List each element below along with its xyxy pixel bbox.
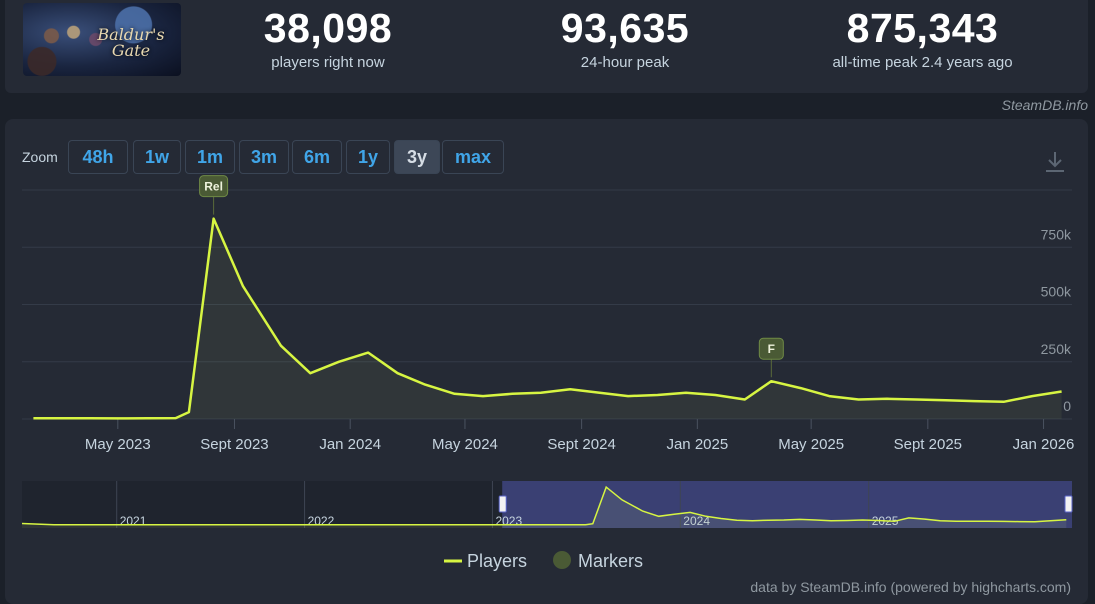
y-tick-label: 750k — [1041, 226, 1072, 242]
stat-current-players: 38,098 players right now — [233, 6, 423, 71]
zoom-1w-button[interactable]: 1w — [133, 140, 181, 174]
x-tick-label: Jan 2026 — [1013, 436, 1075, 453]
chart-legend: Players Markers — [444, 551, 643, 571]
current-players-value: 38,098 — [263, 5, 393, 51]
legend-players-label[interactable]: Players — [467, 551, 527, 571]
x-tick-label: Jan 2025 — [666, 436, 728, 453]
legend-markers-symbol — [553, 551, 571, 569]
x-tick-label: Sept 2023 — [200, 436, 268, 453]
navigator-year-label: 2024 — [683, 514, 710, 528]
all-time-peak-label: all-time peak 2.4 years ago — [832, 54, 1013, 71]
navigator-right-handle[interactable] — [1064, 495, 1073, 513]
all-time-peak-value: 875,343 — [846, 5, 999, 51]
y-tick-label: 250k — [1041, 341, 1072, 357]
stat-24h-peak: 93,635 24-hour peak — [520, 6, 730, 71]
marker-flag-rel[interactable] — [199, 175, 229, 198]
zoom-6m-button[interactable]: 6m — [292, 140, 342, 174]
x-tick-label: Sept 2025 — [894, 436, 962, 453]
zoom-max-button[interactable]: max — [442, 140, 504, 174]
steamdb-attribution[interactable]: SteamDB.info — [1001, 97, 1088, 113]
navigator-area — [22, 487, 1067, 528]
current-players-label: players right now — [271, 54, 385, 71]
zoom-1y-button[interactable]: 1y — [346, 140, 390, 174]
marker-label: Rel — [204, 180, 223, 194]
chart-markers: Rel F — [199, 175, 784, 378]
stats-panel: Baldur's Gate 38,098 players right now 9… — [5, 0, 1088, 93]
y-axis-labels: 750k 500k 250k 0 — [1041, 226, 1072, 414]
y-tick-label: 0 — [1063, 398, 1071, 414]
y-tick-label: 500k — [1041, 284, 1072, 300]
stat-all-time-peak: 875,343 all-time peak 2.4 years ago — [790, 6, 1055, 71]
game-logo: Baldur's Gate — [97, 25, 165, 60]
zoom-3y-button[interactable]: 3y — [394, 140, 440, 174]
x-tick-label: Sept 2024 — [547, 436, 615, 453]
marker-label: F — [768, 342, 775, 356]
peak-24h-value: 93,635 — [560, 5, 690, 51]
zoom-label: Zoom — [22, 149, 58, 165]
players-area — [33, 218, 1062, 419]
chart-grid — [22, 189, 1072, 420]
download-icon[interactable] — [1043, 150, 1067, 174]
x-tick-label: May 2024 — [432, 436, 498, 453]
x-axis-labels: May 2023 Sept 2023 Jan 2024 May 2024 Sept 20… — [85, 419, 1075, 453]
players-series-line — [33, 217, 1062, 420]
navigator-series-line — [21, 485, 1067, 526]
x-tick-label: May 2025 — [778, 436, 844, 453]
x-tick-label: May 2023 — [85, 436, 151, 453]
zoom-3m-button[interactable]: 3m — [239, 140, 289, 174]
game-thumbnail[interactable]: Baldur's Gate — [23, 3, 181, 76]
navigator: 20212022202320242025 — [21, 481, 1073, 528]
zoom-48h-button[interactable]: 48h — [68, 140, 128, 174]
zoom-1m-button[interactable]: 1m — [185, 140, 235, 174]
marker-flag-f[interactable] — [758, 337, 784, 360]
peak-24h-label: 24-hour peak — [580, 54, 670, 71]
navigator-left-handle[interactable] — [498, 495, 507, 513]
chart-credit[interactable]: data by SteamDB.info (powered by highcha… — [750, 579, 1071, 595]
x-tick-label: Jan 2024 — [319, 436, 381, 453]
game-art — [23, 3, 181, 76]
legend-markers-label[interactable]: Markers — [578, 551, 643, 571]
